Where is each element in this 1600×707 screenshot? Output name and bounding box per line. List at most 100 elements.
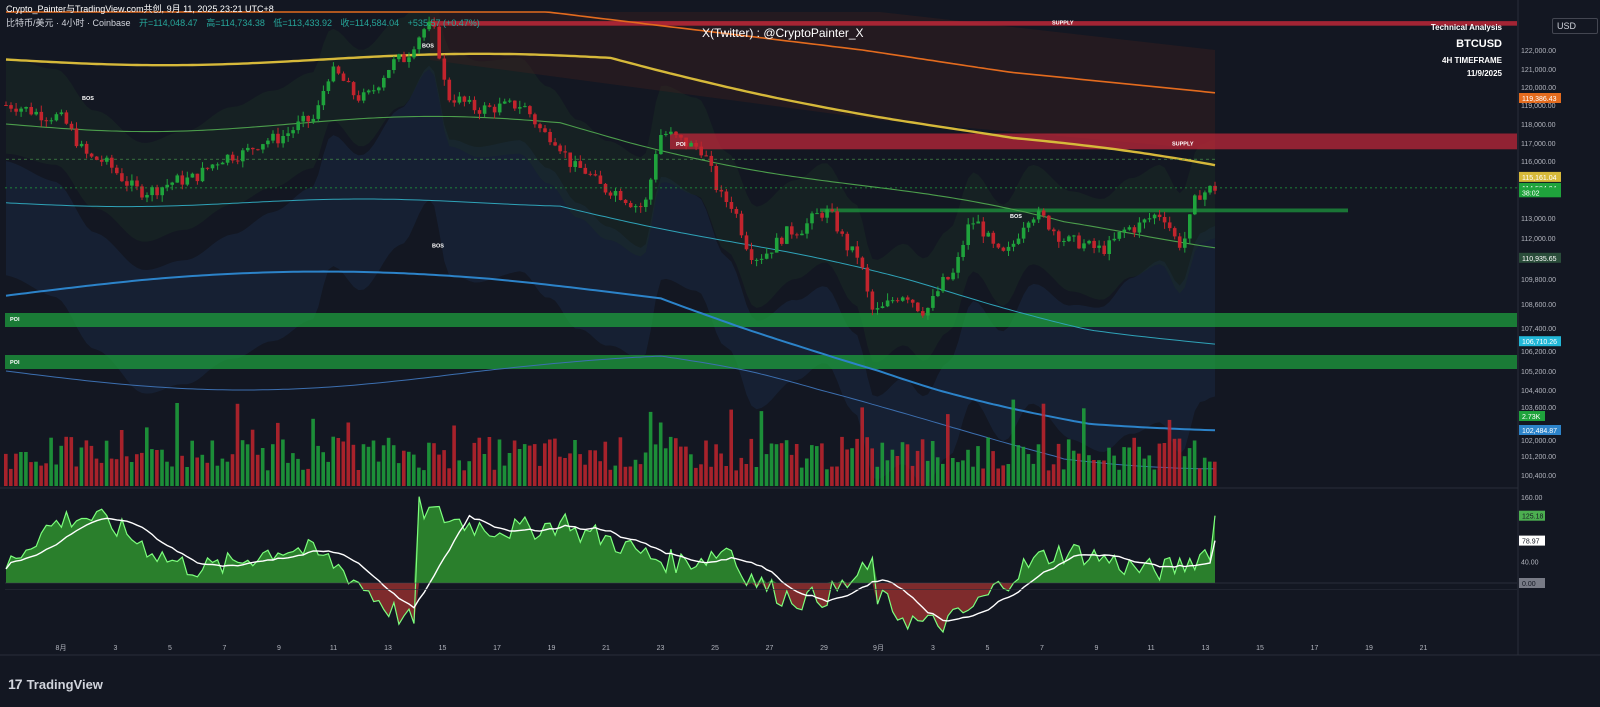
annotation-bos: BOS xyxy=(432,244,444,250)
volume-bar xyxy=(1152,469,1157,486)
candle-body xyxy=(200,167,205,182)
time-tick-label: 11 xyxy=(330,645,337,652)
tradingview-name: TradingView xyxy=(26,676,103,692)
volume-bar xyxy=(915,450,920,486)
candle-body xyxy=(749,249,754,260)
candle-body xyxy=(1021,227,1026,239)
currency-button[interactable]: USD xyxy=(1552,18,1598,34)
candle-body xyxy=(1102,245,1106,254)
candle-body xyxy=(49,120,54,122)
candle-body xyxy=(528,106,532,115)
candle-body xyxy=(1052,229,1056,232)
volume-bar xyxy=(663,448,668,486)
candle-body xyxy=(110,157,114,168)
candle-body xyxy=(649,179,653,200)
volume-bar xyxy=(326,461,330,486)
candle-body xyxy=(1213,185,1217,191)
resistance-zone xyxy=(820,208,1348,213)
volume-bar xyxy=(225,461,230,486)
price-tick-label: 105,200.00 xyxy=(1521,369,1556,376)
volume-bar xyxy=(573,440,577,486)
volume-bar xyxy=(830,466,834,486)
volume-bar xyxy=(205,462,210,486)
candle-body xyxy=(412,49,416,58)
volume-bar xyxy=(240,440,245,486)
volume-bar xyxy=(245,444,250,486)
candle-body xyxy=(739,213,744,236)
candle-body xyxy=(820,213,824,218)
candle-body xyxy=(618,191,623,200)
volume-bar xyxy=(74,466,79,486)
candle-body xyxy=(281,136,285,144)
time-axis: 8月 3 5 7 9 11 13 15 17 19 21 23 25 27 29 9月 3 5 7 9 11 13 15 17… xyxy=(56,644,1428,652)
candle-body xyxy=(754,259,759,261)
volume-bar xyxy=(684,446,688,486)
volume-bar xyxy=(538,465,542,486)
volume-bar xyxy=(321,452,325,486)
volume-bar xyxy=(603,441,608,486)
time-tick-label: 11 xyxy=(1147,645,1154,652)
candle-body xyxy=(865,267,870,292)
volume-bar xyxy=(794,444,799,486)
price-label-box xyxy=(1519,252,1561,263)
volume-bar xyxy=(1021,446,1026,486)
time-tick-label: 17 xyxy=(493,645,501,652)
candle-body xyxy=(1011,243,1016,247)
volume-bar xyxy=(396,463,401,486)
volume-bar xyxy=(734,470,738,486)
volume-bar xyxy=(1157,443,1162,486)
candle-body xyxy=(276,133,280,144)
osc-label-text: 125.18 xyxy=(1522,514,1544,521)
price-tick-label: 113,000.00 xyxy=(1521,216,1556,223)
volume-bar xyxy=(160,449,164,486)
candle-body xyxy=(1001,247,1006,251)
candle-body xyxy=(326,81,331,91)
volume-bar xyxy=(981,468,985,486)
candle-body xyxy=(1172,228,1177,237)
candle-body xyxy=(905,297,910,300)
annotation-bos: BOS xyxy=(82,96,94,102)
price-label-text: 119,386.43 xyxy=(1522,96,1557,103)
candle-body xyxy=(825,209,829,218)
volume-label-text: 2.73K xyxy=(1522,414,1541,421)
volume-bar xyxy=(870,448,874,486)
candle-body xyxy=(84,143,89,154)
volume-bar xyxy=(54,464,58,486)
volume-bar xyxy=(1142,458,1147,486)
candle-body xyxy=(518,107,522,109)
time-tick-label: 19 xyxy=(1365,645,1373,652)
volume-bar xyxy=(674,438,678,486)
candle-body xyxy=(1132,227,1137,233)
oscillator-layer xyxy=(5,496,1517,634)
candle-body xyxy=(89,153,94,157)
candle-body xyxy=(976,221,980,224)
volume-bar xyxy=(59,445,63,486)
volume-bar xyxy=(1011,399,1016,486)
volume-bar xyxy=(1177,438,1182,486)
candle-body xyxy=(230,154,235,161)
candle-body xyxy=(921,311,925,316)
candle-body xyxy=(679,135,683,138)
volume-bar xyxy=(956,462,960,486)
candle-body xyxy=(548,132,552,143)
tradingview-brand[interactable]: 17 TradingView xyxy=(8,676,103,692)
volume-bar xyxy=(150,449,154,486)
volume-bar xyxy=(452,425,456,486)
candle-body xyxy=(638,206,643,208)
candle-body xyxy=(900,297,905,301)
volume-bar xyxy=(991,451,995,486)
candle-body xyxy=(1082,243,1086,249)
candle-body xyxy=(946,277,950,280)
volume-bar xyxy=(951,458,955,486)
candle-body xyxy=(941,277,945,292)
candle-body xyxy=(160,187,164,196)
volume-bar xyxy=(341,441,346,486)
volume-bar xyxy=(729,409,733,486)
volume-bar xyxy=(1127,447,1131,486)
oscillator-area xyxy=(6,496,1215,583)
volume-bar xyxy=(281,439,285,486)
candle-body xyxy=(341,73,346,81)
candle-body xyxy=(69,123,74,129)
